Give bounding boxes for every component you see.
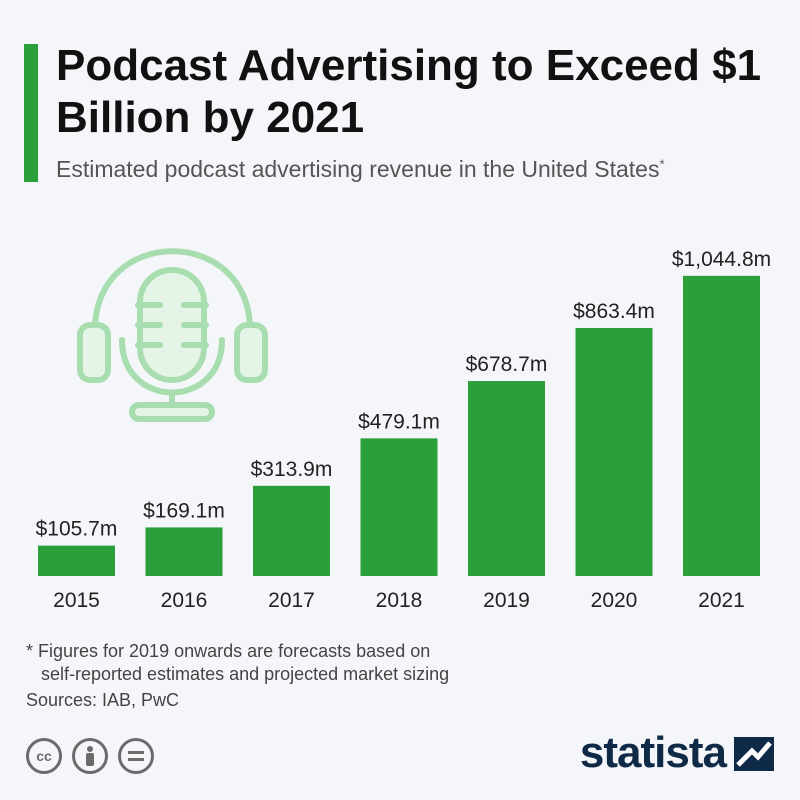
page-title: Podcast Advertising to Exceed $1 Billion…	[56, 41, 762, 142]
value-label-2019: $678.7m	[466, 353, 548, 376]
x-tick-labels-layer: 2015 2016 2017 2018 2019 2020 2021	[53, 589, 745, 612]
x-tick-label-2016: 2016	[161, 589, 208, 612]
bar-2021	[683, 275, 760, 576]
value-label-2018: $479.1m	[358, 410, 440, 433]
value-label-2017: $313.9m	[251, 458, 333, 481]
attribution-icon[interactable]	[72, 738, 108, 774]
statista-logo[interactable]: statista	[580, 728, 774, 778]
bar-chart: $105.7m $169.1m $313.9m $479.1m $678.7m $863.…	[36, 248, 771, 612]
value-labels-layer: $105.7m $169.1m $313.9m $479.1m $678.7m $863.…	[36, 248, 771, 541]
brand-wordmark: statista	[579, 728, 727, 777]
bar-2019	[468, 381, 545, 576]
sources: Sources: IAB, PwC	[26, 690, 180, 710]
subtitle-marker: *	[659, 156, 665, 172]
bar-2017	[253, 485, 330, 576]
x-tick-label-2021: 2021	[698, 589, 745, 612]
footnote-line-1: * Figures for 2019 onwards are forecasts…	[26, 641, 431, 661]
title-accent-bar	[24, 44, 38, 182]
podcast-microphone-icon	[77, 248, 268, 422]
value-label-2021: $1,044.8m	[672, 248, 771, 271]
x-tick-label-2015: 2015	[53, 589, 100, 612]
bar-2016	[145, 527, 223, 576]
x-tick-label-2020: 2020	[591, 589, 638, 612]
footnote-line-2: self-reported estimates and projected ma…	[41, 664, 450, 684]
value-label-2020: $863.4m	[573, 300, 655, 323]
x-tick-label-2018: 2018	[376, 589, 423, 612]
license-icons: cc	[26, 738, 154, 774]
footnote: * Figures for 2019 onwards are forecasts…	[26, 640, 626, 686]
bars-layer	[38, 275, 760, 576]
subtitle-text: Estimated podcast advertising revenue in…	[56, 156, 660, 182]
value-label-2016: $169.1m	[143, 499, 225, 522]
bar-2018	[360, 438, 438, 576]
x-tick-label-2019: 2019	[483, 589, 530, 612]
value-label-2015: $105.7m	[36, 518, 118, 541]
statista-mark-icon	[734, 737, 774, 771]
bar-2015	[38, 545, 115, 576]
x-tick-label-2017: 2017	[268, 589, 315, 612]
page-subtitle: Estimated podcast advertising revenue in…	[56, 156, 786, 183]
cc-icon[interactable]: cc	[26, 738, 62, 774]
no-derivatives-icon[interactable]	[118, 738, 154, 774]
bar-2020	[575, 327, 653, 576]
